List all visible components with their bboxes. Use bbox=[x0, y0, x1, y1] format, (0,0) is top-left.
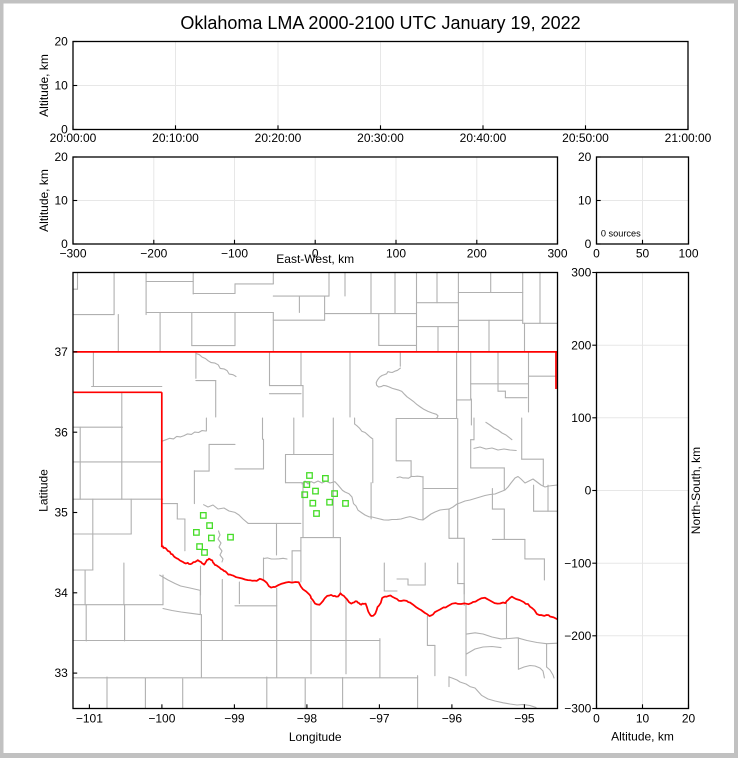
svg-text:−200: −200 bbox=[140, 247, 167, 261]
svg-text:20:10:00: 20:10:00 bbox=[152, 131, 199, 145]
svg-text:−101: −101 bbox=[76, 711, 103, 725]
svg-text:100: 100 bbox=[571, 411, 591, 425]
svg-text:20:50:00: 20:50:00 bbox=[562, 131, 609, 145]
svg-text:50: 50 bbox=[636, 247, 650, 261]
svg-text:East-West, km: East-West, km bbox=[276, 252, 354, 266]
svg-text:100: 100 bbox=[386, 247, 406, 261]
svg-text:20:40:00: 20:40:00 bbox=[460, 131, 507, 145]
svg-text:0 sources: 0 sources bbox=[601, 229, 641, 239]
svg-text:−300: −300 bbox=[564, 702, 591, 716]
svg-text:Altitude, km: Altitude, km bbox=[37, 54, 51, 117]
svg-text:33: 33 bbox=[54, 666, 68, 680]
svg-text:Longitude: Longitude bbox=[289, 730, 342, 744]
svg-text:20: 20 bbox=[54, 35, 68, 49]
svg-text:−96: −96 bbox=[442, 711, 463, 725]
svg-text:10: 10 bbox=[636, 711, 650, 725]
svg-text:0: 0 bbox=[585, 237, 592, 251]
svg-text:−300: −300 bbox=[59, 247, 86, 261]
svg-text:20: 20 bbox=[682, 711, 696, 725]
svg-text:300: 300 bbox=[571, 266, 591, 280]
svg-text:Altitude, km: Altitude, km bbox=[611, 729, 674, 743]
svg-text:−100: −100 bbox=[221, 247, 248, 261]
svg-text:North-South, km: North-South, km bbox=[689, 447, 703, 534]
svg-text:−98: −98 bbox=[297, 711, 318, 725]
svg-text:−99: −99 bbox=[224, 711, 245, 725]
svg-text:20: 20 bbox=[54, 150, 68, 164]
svg-text:20:00:00: 20:00:00 bbox=[50, 131, 97, 145]
svg-text:Oklahoma LMA 2000-2100 UTC Jan: Oklahoma LMA 2000-2100 UTC January 19, 2… bbox=[180, 13, 580, 33]
svg-text:10: 10 bbox=[578, 194, 592, 208]
svg-text:37: 37 bbox=[54, 345, 68, 359]
svg-text:200: 200 bbox=[571, 338, 591, 352]
svg-text:−200: −200 bbox=[564, 629, 591, 643]
svg-text:0: 0 bbox=[585, 484, 592, 498]
svg-text:10: 10 bbox=[54, 79, 68, 93]
svg-text:20:30:00: 20:30:00 bbox=[357, 131, 404, 145]
svg-text:100: 100 bbox=[678, 247, 698, 261]
svg-text:300: 300 bbox=[547, 247, 567, 261]
svg-text:−97: −97 bbox=[369, 711, 390, 725]
svg-text:34: 34 bbox=[54, 586, 68, 600]
svg-text:0: 0 bbox=[593, 711, 600, 725]
svg-text:35: 35 bbox=[54, 506, 68, 520]
svg-text:0: 0 bbox=[312, 247, 319, 261]
svg-text:−100: −100 bbox=[148, 711, 175, 725]
svg-text:0: 0 bbox=[61, 123, 68, 137]
svg-text:21:00:00: 21:00:00 bbox=[665, 131, 712, 145]
svg-text:0: 0 bbox=[593, 247, 600, 261]
svg-text:−100: −100 bbox=[564, 556, 591, 570]
svg-text:200: 200 bbox=[467, 247, 487, 261]
svg-text:−95: −95 bbox=[514, 711, 535, 725]
svg-text:36: 36 bbox=[54, 425, 68, 439]
svg-text:0: 0 bbox=[61, 237, 68, 251]
svg-text:20:20:00: 20:20:00 bbox=[255, 131, 302, 145]
svg-text:Altitude, km: Altitude, km bbox=[37, 169, 51, 232]
svg-text:10: 10 bbox=[54, 194, 68, 208]
svg-text:20: 20 bbox=[578, 150, 592, 164]
svg-text:Latitude: Latitude bbox=[37, 469, 51, 512]
